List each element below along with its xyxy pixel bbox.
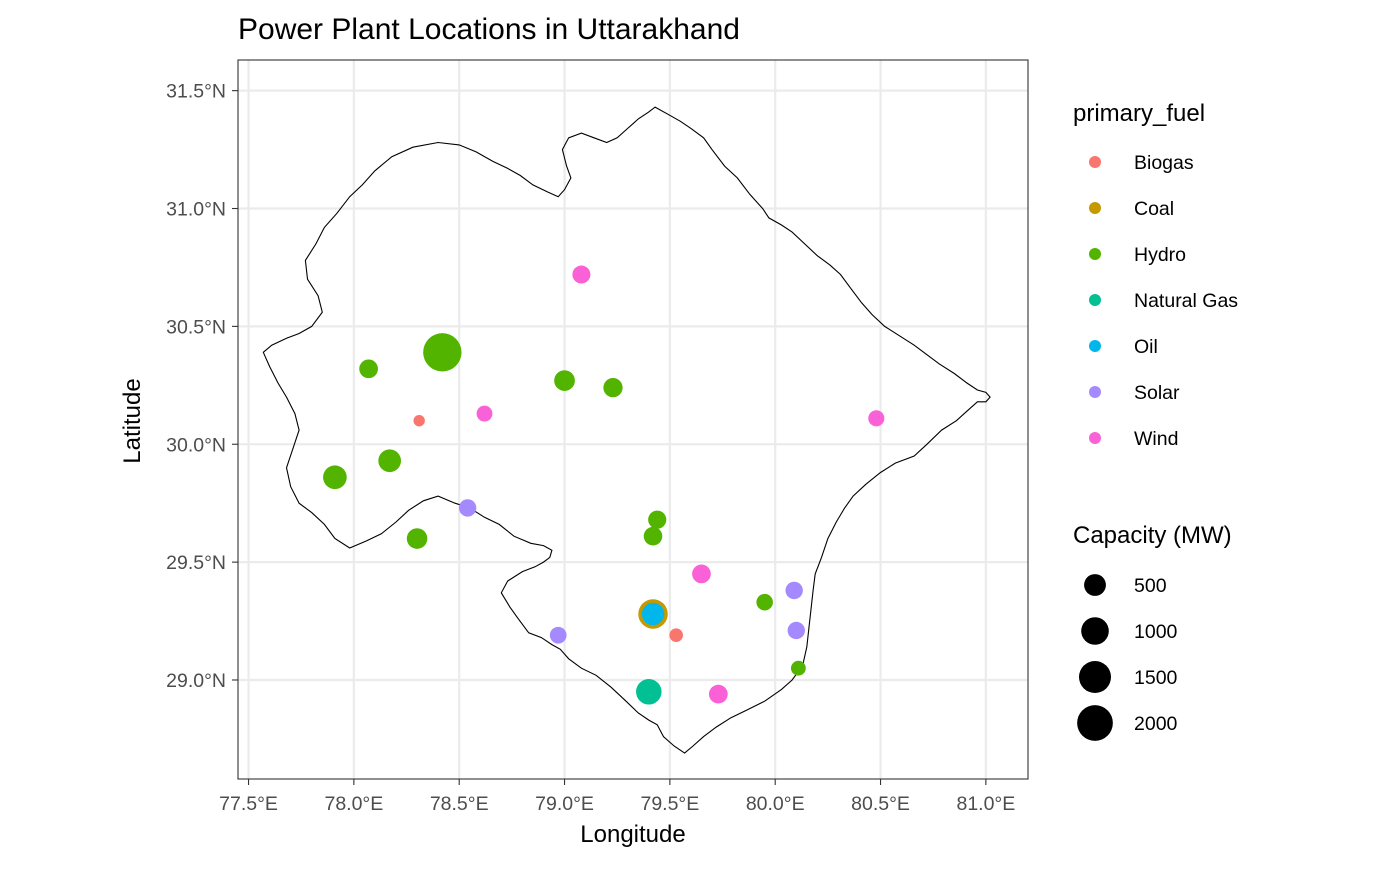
- plant-point-wind: [572, 265, 591, 284]
- x-axis: 77.5°E 78.0°E 78.5°E 79.0°E 79.5°E 80.0°E 80.5…: [219, 779, 1015, 815]
- plant-point-biogas: [669, 628, 683, 642]
- plant-point-natural-gas: [636, 679, 662, 705]
- x-tick-label: 78.0°E: [324, 793, 383, 815]
- capacity-size-legend: Capacity (MW) 500 1000 1500 2000: [1073, 522, 1232, 741]
- plant-point-hydro: [323, 465, 347, 490]
- gridlines: [238, 60, 1028, 779]
- legend-key-natural-gas: [1089, 294, 1101, 306]
- plant-point-hydro: [648, 510, 667, 529]
- x-tick-label: 77.5°E: [219, 793, 278, 815]
- plant-point-hydro: [603, 378, 623, 398]
- plant-point-hydro: [756, 593, 773, 611]
- plant-point-hydro: [378, 449, 402, 473]
- plant-point-wind: [476, 405, 493, 422]
- legend-key-oil: [1089, 340, 1101, 352]
- size-label-1000: 1000: [1134, 621, 1178, 643]
- x-tick-label: 80.5°E: [851, 793, 910, 815]
- y-tick-label: 31.5°N: [166, 81, 226, 103]
- x-tick-label: 80.0°E: [746, 793, 805, 815]
- x-axis-title: Longitude: [580, 821, 685, 848]
- plant-point-hydro: [359, 359, 378, 379]
- legend-label-coal: Coal: [1134, 198, 1174, 220]
- x-tick-label: 78.5°E: [430, 793, 489, 815]
- uttarakhand-boundary: [262, 106, 991, 754]
- plant-point-solar: [458, 499, 477, 517]
- size-label-1500: 1500: [1134, 667, 1178, 689]
- y-tick-label: 30.0°N: [166, 434, 226, 456]
- x-tick-label: 79.0°E: [535, 793, 594, 815]
- fuel-color-legend: primary_fuel Biogas Coal Hydro Natural Gas O…: [1073, 100, 1238, 450]
- y-tick-label: 29.5°N: [166, 552, 226, 574]
- size-label-500: 500: [1134, 575, 1167, 597]
- plant-point-biogas: [413, 414, 425, 427]
- legend-label-solar: Solar: [1134, 382, 1180, 404]
- size-key-1500: [1078, 660, 1112, 694]
- power-plant-points: [323, 265, 885, 705]
- plant-point-hydro: [554, 370, 575, 391]
- legend-label-wind: Wind: [1134, 428, 1178, 450]
- legend-key-solar: [1089, 386, 1101, 398]
- plant-point-solar: [787, 621, 805, 640]
- plant-point-wind: [692, 564, 711, 584]
- size-key-1000: [1081, 617, 1109, 645]
- y-tick-label: 29.0°N: [166, 670, 226, 692]
- legend-key-biogas: [1089, 156, 1101, 168]
- y-axis-title: Latitude: [119, 378, 146, 463]
- panel-background: [238, 60, 1028, 779]
- legend-label-hydro: Hydro: [1134, 244, 1186, 266]
- fuel-legend-title: primary_fuel: [1073, 100, 1205, 127]
- plot-panel: [237, 59, 1029, 780]
- size-label-2000: 2000: [1134, 713, 1178, 735]
- y-axis: 29.0°N 29.5°N 30.0°N 30.5°N 31.0°N 31.5°N: [166, 81, 238, 692]
- legend-key-coal: [1089, 202, 1101, 214]
- size-key-500: [1084, 574, 1106, 596]
- plant-point-hydro: [790, 660, 806, 676]
- legend-label-natural-gas: Natural Gas: [1134, 290, 1238, 312]
- y-tick-label: 31.0°N: [166, 199, 226, 221]
- plant-point-oil: [641, 602, 665, 626]
- capacity-legend-title: Capacity (MW): [1073, 522, 1232, 549]
- plant-point-wind: [708, 684, 728, 704]
- legend-label-oil: Oil: [1134, 336, 1158, 358]
- chart-title: Power Plant Locations in Uttarakhand: [238, 13, 740, 46]
- plant-point-wind: [868, 410, 885, 427]
- plant-point-solar: [549, 626, 567, 644]
- plant-point-solar: [785, 581, 803, 600]
- x-tick-label: 79.5°E: [640, 793, 699, 815]
- y-tick-label: 30.5°N: [166, 316, 226, 338]
- legend-label-biogas: Biogas: [1134, 152, 1194, 174]
- plant-point-hydro: [423, 333, 462, 372]
- plant-point-hydro: [643, 526, 663, 546]
- plant-point-hydro: [406, 528, 428, 549]
- x-tick-label: 81.0°E: [956, 793, 1015, 815]
- legend-key-hydro: [1089, 248, 1101, 260]
- legend-key-wind: [1089, 432, 1101, 444]
- panel-border: [237, 59, 1029, 780]
- size-key-2000: [1077, 705, 1113, 741]
